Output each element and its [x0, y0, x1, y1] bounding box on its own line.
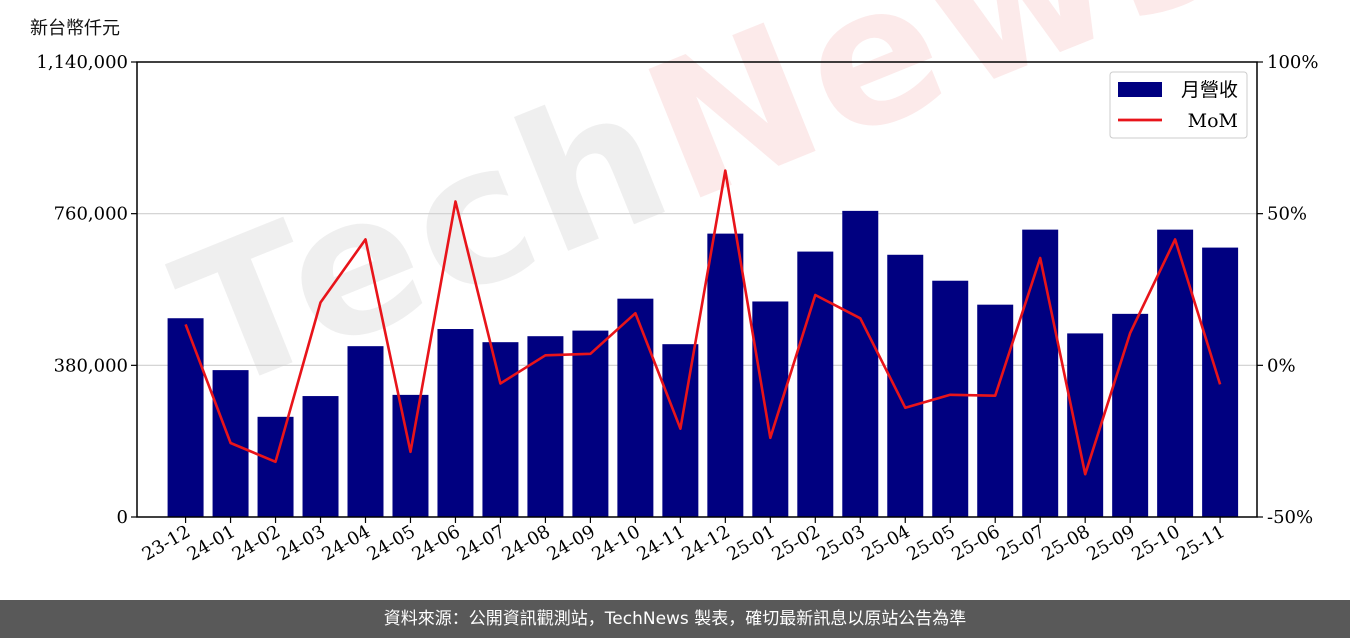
y-right-tick-label: 0% [1267, 355, 1296, 376]
x-tick-label: 24-03 [274, 521, 329, 565]
legend-bar-swatch [1118, 82, 1162, 97]
y-left-tick-label: 380,000 [54, 355, 128, 376]
x-tick-label: 25-02 [768, 521, 823, 565]
x-tick-label: 24-11 [633, 521, 688, 565]
y-right-tick-label: -50% [1267, 507, 1313, 528]
x-tick-label: 24-01 [184, 521, 239, 565]
unit-label: 新台幣仟元 [30, 18, 120, 39]
bar [662, 344, 699, 517]
source-footer: 資料來源：公開資訊觀測站，TechNews 製表，確切最新訊息以原站公告為準 [0, 600, 1350, 638]
y-right-tick-label: 50% [1267, 204, 1307, 225]
y-left-tick-label: 1,140,000 [36, 52, 128, 73]
bar [1157, 229, 1194, 517]
bar [1022, 229, 1059, 517]
bar [167, 318, 204, 517]
y-left-tick-label: 0 [117, 507, 128, 528]
x-tick-label: 25-01 [723, 521, 778, 565]
x-tick-label: 25-10 [1128, 521, 1183, 565]
x-tick-label: 24-04 [319, 521, 374, 565]
bar [977, 304, 1014, 517]
bar [347, 346, 384, 517]
bar [437, 329, 474, 517]
bar [617, 298, 654, 517]
x-tick-label: 24-02 [229, 521, 284, 565]
x-tick-label: 24-12 [678, 521, 733, 565]
y-right-tick-label: 100% [1267, 52, 1318, 73]
bar [572, 330, 609, 517]
bar [392, 394, 429, 517]
plot-frame [136, 61, 1258, 518]
x-tick-label: 25-06 [948, 521, 1003, 565]
revenue-chart: 0 380,000 760,000 1,140,000 -50% 0% 50% 100% 23-… [36, 52, 1318, 565]
x-tick-label: 24-06 [409, 521, 464, 565]
x-tick-label: 24-07 [453, 521, 508, 565]
bar [842, 210, 879, 517]
bar [482, 342, 519, 517]
y-left-tick-label: 760,000 [54, 204, 128, 225]
x-tick-label: 25-04 [858, 521, 913, 565]
x-tick-label: 25-09 [1083, 521, 1138, 565]
x-tick-label: 25-03 [813, 521, 868, 565]
bar [887, 254, 924, 518]
mom-line [184, 169, 1222, 476]
bar [707, 233, 744, 517]
x-tick-label: 24-10 [588, 521, 643, 565]
legend-label-revenue: 月營收 [1181, 79, 1238, 101]
x-tick-label: 24-08 [498, 521, 553, 565]
legend-label-mom: MoM [1188, 110, 1238, 132]
bar [797, 251, 834, 518]
bar [257, 416, 294, 517]
x-tick-label: 25-05 [903, 521, 958, 565]
bar [302, 396, 339, 517]
x-tick-label: 24-09 [543, 521, 598, 565]
x-tick-label: 25-07 [993, 521, 1048, 565]
bar [752, 301, 789, 517]
x-tick-label: 24-05 [364, 521, 419, 565]
bar [1067, 333, 1104, 517]
x-tick-label: 25-11 [1173, 521, 1228, 565]
bar [527, 336, 564, 517]
x-tick-label: 25-08 [1038, 521, 1093, 565]
bar [1112, 313, 1149, 517]
x-tick-label: 23-12 [139, 521, 194, 565]
